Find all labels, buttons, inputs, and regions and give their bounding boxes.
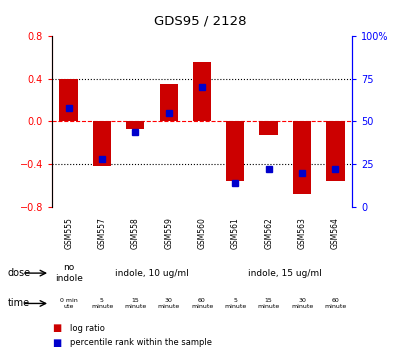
Text: indole, 15 ug/ml: indole, 15 ug/ml — [248, 268, 322, 278]
Text: ■: ■ — [52, 323, 61, 333]
Text: indole, 10 ug/ml: indole, 10 ug/ml — [115, 268, 189, 278]
Text: no
indole: no indole — [55, 263, 83, 283]
Text: GSM557: GSM557 — [98, 217, 106, 249]
Text: 0 min
ute: 0 min ute — [60, 298, 78, 309]
Bar — [226, 121, 244, 181]
Text: GDS95 / 2128: GDS95 / 2128 — [154, 14, 246, 27]
Bar — [293, 121, 311, 194]
Text: 30
minute: 30 minute — [291, 298, 313, 309]
Bar — [60, 79, 78, 121]
Bar — [160, 84, 178, 121]
Text: GSM555: GSM555 — [64, 217, 73, 249]
Text: 15
minute: 15 minute — [124, 298, 146, 309]
Text: time: time — [8, 298, 30, 308]
Text: log ratio: log ratio — [70, 324, 105, 333]
Bar — [326, 121, 344, 181]
Text: 15
minute: 15 minute — [258, 298, 280, 309]
Text: GSM563: GSM563 — [298, 217, 306, 249]
Text: 60
minute: 60 minute — [324, 298, 346, 309]
Text: 60
minute: 60 minute — [191, 298, 213, 309]
Text: GSM558: GSM558 — [131, 217, 140, 249]
Text: 5
minute: 5 minute — [91, 298, 113, 309]
Text: dose: dose — [8, 268, 31, 278]
Text: 5
minute: 5 minute — [224, 298, 246, 309]
Text: GSM561: GSM561 — [231, 217, 240, 249]
Bar — [93, 121, 111, 166]
Text: 30
minute: 30 minute — [158, 298, 180, 309]
Bar — [126, 121, 144, 129]
Text: GSM562: GSM562 — [264, 217, 273, 249]
Text: GSM560: GSM560 — [198, 217, 206, 249]
Bar — [260, 121, 278, 135]
Bar — [193, 62, 211, 121]
Text: ■: ■ — [52, 338, 61, 348]
Text: GSM564: GSM564 — [331, 217, 340, 249]
Text: GSM559: GSM559 — [164, 217, 173, 249]
Text: percentile rank within the sample: percentile rank within the sample — [70, 338, 212, 347]
